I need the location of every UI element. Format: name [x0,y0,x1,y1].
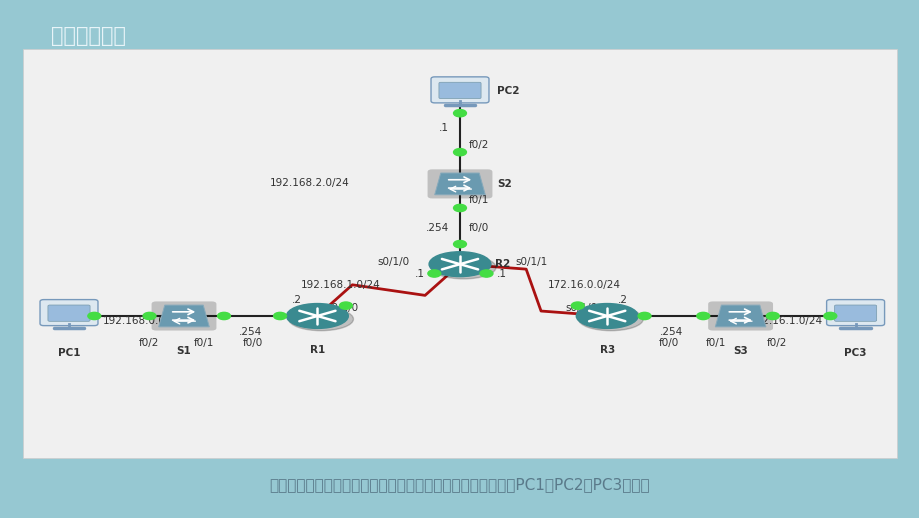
Text: .1: .1 [74,299,84,309]
FancyBboxPatch shape [427,169,492,198]
Text: 192.168.1.0/24: 192.168.1.0/24 [301,280,380,290]
Text: R1: R1 [310,344,324,355]
Ellipse shape [286,304,348,328]
Text: S1: S1 [176,346,191,356]
Text: .254: .254 [425,223,448,233]
Circle shape [823,312,836,320]
Circle shape [88,312,101,320]
Ellipse shape [428,252,491,277]
Text: s0/1/0: s0/1/0 [377,256,409,267]
FancyBboxPatch shape [152,301,216,330]
Text: f0/0: f0/0 [469,223,489,233]
Circle shape [453,240,466,248]
Ellipse shape [578,308,642,330]
FancyBboxPatch shape [48,305,90,321]
Text: f0/0: f0/0 [658,338,678,348]
Text: f0/2: f0/2 [766,338,787,348]
Text: .254: .254 [659,327,683,337]
Text: f0/1: f0/1 [469,195,489,206]
Circle shape [427,270,440,277]
Ellipse shape [575,304,638,328]
Text: f0/2: f0/2 [139,338,159,348]
Text: s0/1/0: s0/1/0 [565,303,597,313]
Circle shape [571,302,584,309]
Text: .1: .1 [414,268,425,279]
Circle shape [480,270,493,277]
Text: .1: .1 [438,123,448,133]
Polygon shape [435,173,485,195]
Text: R2: R2 [494,259,510,269]
Polygon shape [159,305,210,327]
Text: PC2: PC2 [496,85,518,96]
Text: f0/0: f0/0 [243,338,263,348]
FancyBboxPatch shape [438,82,481,98]
Circle shape [453,205,466,211]
Text: .2: .2 [291,295,301,306]
Text: S3: S3 [732,346,747,356]
FancyBboxPatch shape [23,49,896,458]
Text: s0/1/1: s0/1/1 [515,256,547,267]
FancyBboxPatch shape [826,299,884,326]
FancyBboxPatch shape [430,77,489,103]
Circle shape [766,312,778,320]
FancyBboxPatch shape [708,301,772,330]
Text: R3: R3 [599,344,614,355]
Text: f0/1: f0/1 [194,338,214,348]
Text: .1: .1 [841,299,851,309]
Text: s0/1/0: s0/1/0 [326,303,358,313]
Circle shape [638,312,651,320]
Text: .1: .1 [496,268,506,279]
Ellipse shape [289,308,353,330]
Text: 192.168.2.0/24: 192.168.2.0/24 [269,178,349,188]
Text: 172.16.0.0/24: 172.16.0.0/24 [547,280,620,290]
Ellipse shape [431,256,495,279]
Polygon shape [715,305,766,327]
Text: 172.16.1.0/24: 172.16.1.0/24 [749,316,823,326]
Text: 一、用户需求: 一、用户需求 [51,26,126,46]
Circle shape [453,110,466,117]
Text: f0/1: f0/1 [705,338,725,348]
Circle shape [453,149,466,156]
Circle shape [142,312,156,320]
FancyBboxPatch shape [40,299,98,326]
Circle shape [696,312,709,320]
Text: PC1: PC1 [58,348,80,358]
Text: 192.168.0.0/24: 192.168.0.0/24 [103,316,182,326]
Circle shape [217,312,230,320]
Text: 某学校网络拓扑图如图所示，要求配置静态路由，实现计算机PC1、PC2和PC3互通。: 某学校网络拓扑图如图所示，要求配置静态路由，实现计算机PC1、PC2和PC3互通… [269,477,650,492]
Text: .254: .254 [238,327,262,337]
FancyBboxPatch shape [834,305,876,321]
Text: .2: .2 [618,295,628,306]
Text: S2: S2 [496,179,511,189]
Text: f0/2: f0/2 [469,140,489,150]
Circle shape [339,302,352,309]
Circle shape [273,312,286,320]
Text: PC3: PC3 [844,348,866,358]
